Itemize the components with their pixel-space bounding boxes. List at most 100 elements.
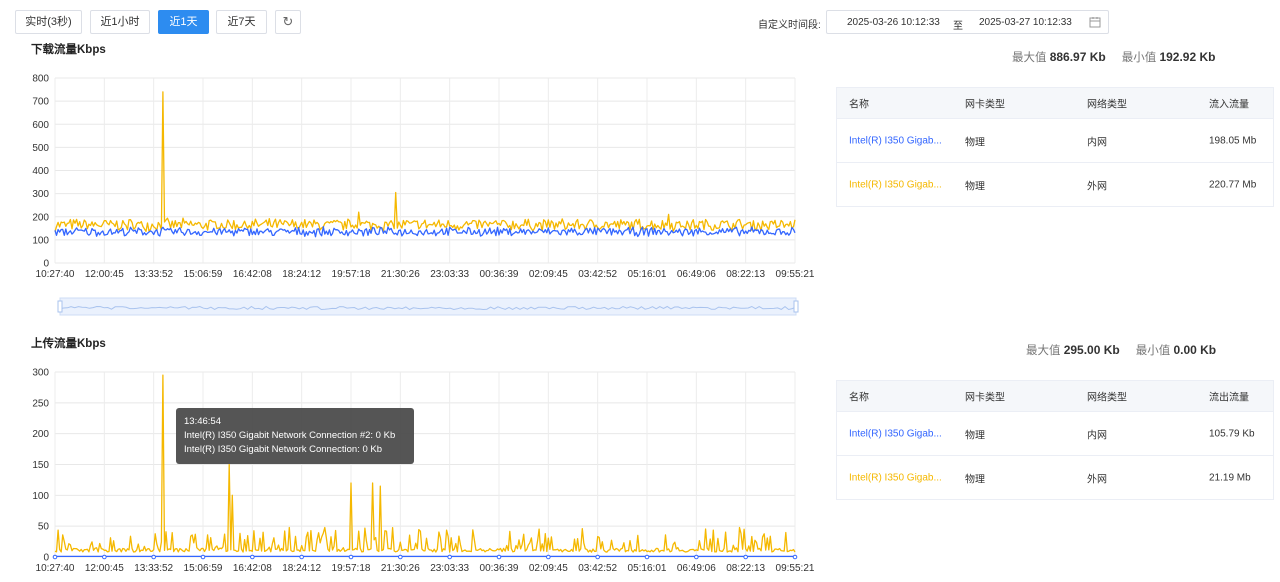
chart-tooltip: 13:46:54 Intel(R) I350 Gigabit Network C…: [176, 408, 414, 464]
x-tick-label: 13:33:52: [134, 563, 173, 574]
y-tick-label: 500: [32, 143, 49, 154]
card-type: 物理: [965, 137, 985, 148]
table-row[interactable]: Intel(R) I350 Gigab... 物理 外网 220.77 Mb: [837, 162, 1273, 206]
y-tick-label: 100: [32, 491, 49, 502]
y-tick-label: 600: [32, 120, 49, 131]
net-type: 内网: [1087, 430, 1107, 441]
range-end[interactable]: 2025-03-27 10:12:33: [979, 17, 1072, 28]
x-tick-label: 23:03:33: [430, 563, 469, 574]
zoom-slider-preview: [59, 305, 797, 311]
table-row[interactable]: Intel(R) I350 Gigab... 物理 外网 21.19 Mb: [837, 455, 1273, 499]
x-tick-label: 15:06:59: [184, 269, 223, 280]
y-tick-label: 800: [32, 74, 49, 85]
data-point: [743, 554, 748, 560]
y-tick-label: 400: [32, 166, 49, 177]
x-tick-label: 05:16:01: [628, 563, 667, 574]
nic-name[interactable]: Intel(R) I350 Gigab...: [849, 472, 942, 483]
upload-max-label: 最大值: [1026, 345, 1061, 357]
tooltip-line-2: Intel(R) I350 Gigabit Network Connection…: [184, 444, 383, 455]
data-point: [52, 554, 58, 560]
series-line-0: [54, 374, 796, 553]
header-card: 网卡类型: [965, 392, 1005, 404]
data-point: [348, 554, 354, 560]
y-tick-label: 300: [32, 189, 49, 200]
x-tick-label: 03:42:52: [578, 563, 617, 574]
nic-name[interactable]: Intel(R) I350 Gigab...: [849, 179, 942, 190]
x-tick-label: 18:24:12: [282, 269, 321, 280]
y-tick-label: 250: [32, 398, 49, 409]
upload-max-value: 295.00 Kb: [1063, 343, 1120, 357]
x-tick-label: 12:00:45: [85, 563, 124, 574]
x-tick-label: 21:30:26: [381, 563, 420, 574]
last-day-button[interactable]: 近1天: [158, 10, 209, 34]
table-header: 名称 网卡类型 网络类型 流出流量: [837, 381, 1273, 411]
header-name: 名称: [849, 392, 869, 404]
upload-table: 名称 网卡类型 网络类型 流出流量 Intel(R) I350 Gigab...…: [836, 380, 1274, 500]
x-tick-label: 19:57:18: [332, 563, 371, 574]
y-tick-label: 0: [43, 259, 49, 270]
table-row[interactable]: Intel(R) I350 Gigab... 物理 内网 105.79 Kb: [837, 411, 1273, 455]
data-point: [792, 554, 798, 560]
x-tick-label: 03:42:52: [578, 269, 617, 280]
series-line-1: [54, 226, 796, 238]
x-tick-label: 06:49:06: [677, 269, 716, 280]
table-header: 名称 网卡类型 网络类型 流入流量: [837, 88, 1273, 118]
header-net: 网络类型: [1087, 99, 1127, 111]
refresh-button[interactable]: ↻: [275, 10, 301, 34]
flow-value: 220.77 Mb: [1209, 179, 1257, 190]
x-tick-label: 18:24:12: [282, 563, 321, 574]
upload-title: 上传流量Kbps: [31, 338, 106, 350]
nic-name[interactable]: Intel(R) I350 Gigab...: [849, 135, 942, 146]
download-max-value: 886.97 Kb: [1049, 50, 1106, 64]
x-tick-label: 02:09:45: [529, 269, 568, 280]
data-point: [398, 554, 403, 560]
zoom-slider[interactable]: [57, 297, 799, 316]
x-tick-label: 16:42:08: [233, 269, 272, 280]
x-tick-label: 00:36:39: [480, 269, 519, 280]
data-point: [595, 554, 600, 560]
upload-chart[interactable]: 0 50 100 150 200 250 300 10:27:40 12:00:45 13:33:…: [0, 362, 830, 582]
card-type: 物理: [965, 181, 985, 192]
nic-name[interactable]: Intel(R) I350 Gigab...: [849, 428, 942, 439]
flow-value: 21.19 Mb: [1209, 472, 1251, 483]
card-type: 物理: [965, 474, 985, 485]
table-row[interactable]: Intel(R) I350 Gigab... 物理 内网 198.05 Mb: [837, 118, 1273, 162]
header-name: 名称: [849, 99, 869, 111]
calendar-icon[interactable]: [1089, 16, 1101, 28]
download-table: 名称 网卡类型 网络类型 流入流量 Intel(R) I350 Gigab...…: [836, 87, 1274, 207]
data-point: [200, 554, 206, 560]
x-tick-label: 00:36:39: [480, 563, 519, 574]
series-line-0: [54, 91, 796, 233]
zoom-handle-left: [57, 300, 63, 313]
toolbar: 实时(3秒) 近1小时 近1天 近7天 ↻ 自定义时间段: 2025-03-26…: [0, 0, 1280, 44]
range-start[interactable]: 2025-03-26 10:12:33: [847, 17, 940, 28]
upload-min-value: 0.00 Kb: [1173, 343, 1217, 357]
data-point: [102, 554, 107, 560]
x-tick-label: 09:55:21: [776, 269, 815, 280]
card-type: 物理: [965, 430, 985, 441]
last-hour-button[interactable]: 近1小时: [90, 10, 150, 34]
data-point: [496, 554, 502, 560]
x-tick-label: 06:49:06: [677, 563, 716, 574]
realtime-button[interactable]: 实时(3秒): [15, 10, 82, 34]
upload-stats: 最大值 295.00 Kb 最小值 0.00 Kb: [1026, 342, 1216, 358]
y-tick-label: 100: [32, 235, 49, 246]
net-type: 外网: [1087, 474, 1107, 485]
x-tick-label: 21:30:26: [381, 269, 420, 280]
last-7days-button[interactable]: 近7天: [216, 10, 267, 34]
x-tick-label: 10:27:40: [36, 563, 75, 574]
download-max-label: 最大值: [1012, 52, 1047, 64]
header-flow: 流出流量: [1209, 392, 1249, 404]
download-chart[interactable]: 0 100 200 300 400 500 600 700 800 10:27:40 12:00:4…: [0, 30, 830, 320]
x-tick-label: 05:16:01: [628, 269, 667, 280]
data-point: [250, 554, 255, 560]
date-range-picker[interactable]: 2025-03-26 10:12:33 至 2025-03-27 10:12:3…: [826, 10, 1109, 34]
x-tick-label: 02:09:45: [529, 563, 568, 574]
data-point: [151, 554, 156, 560]
tooltip-line-1: Intel(R) I350 Gigabit Network Connection…: [184, 430, 396, 441]
data-point: [694, 554, 699, 560]
y-tick-label: 200: [32, 429, 49, 440]
custom-range-label: 自定义时间段:: [758, 20, 821, 31]
download-min-value: 192.92 Kb: [1159, 50, 1216, 64]
x-tick-label: 09:55:21: [776, 563, 815, 574]
